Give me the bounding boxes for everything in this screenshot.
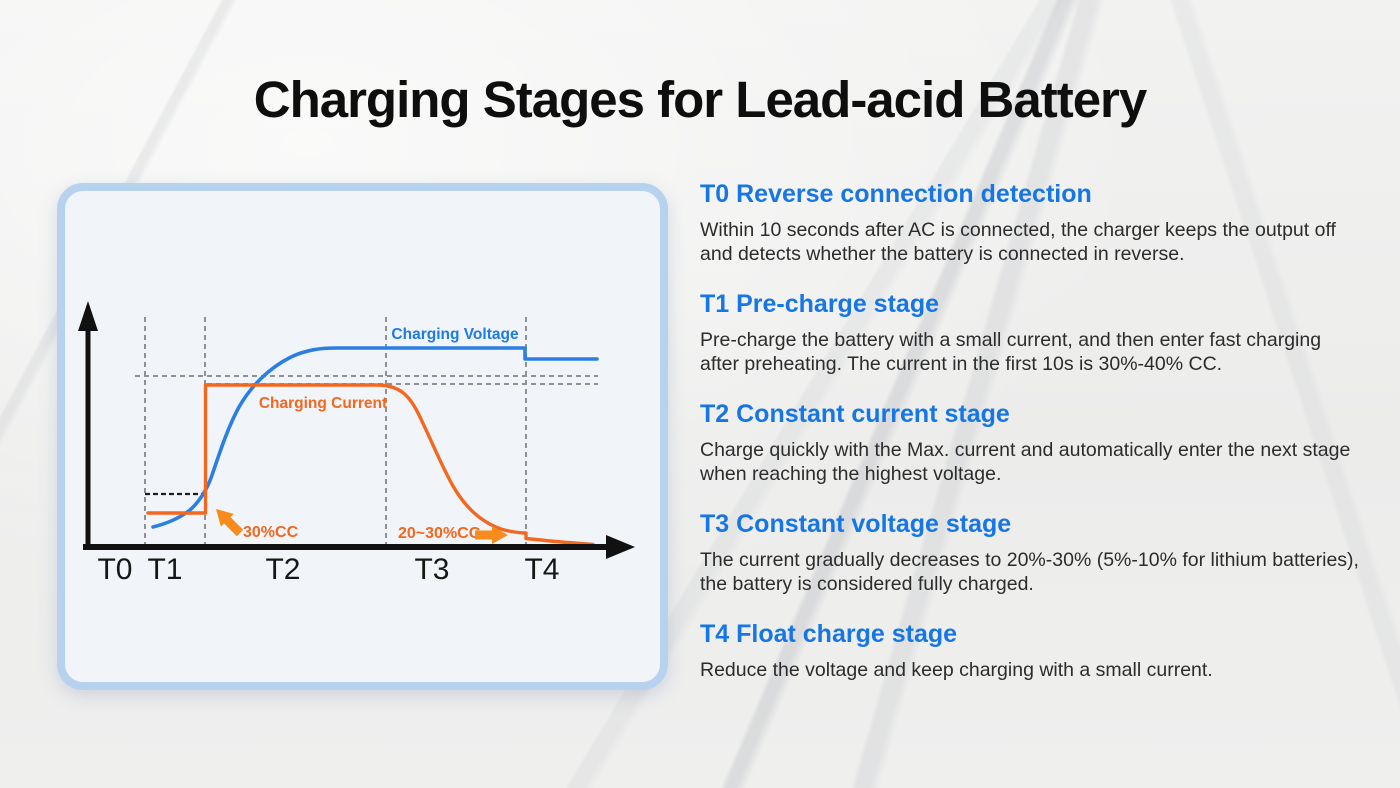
tick-t2: T2 xyxy=(265,553,300,586)
cc30-arrow-icon xyxy=(215,508,244,537)
charging-current-curve xyxy=(146,383,595,547)
tick-t3: T3 xyxy=(414,553,449,586)
charging-current-label: Charging Current xyxy=(259,395,387,412)
stage-t3-heading: T3 Constant voltage stage xyxy=(700,510,1012,538)
x-axis-arrowhead-icon xyxy=(606,535,635,559)
stage-t2: T2 Constant current stage Charge quickly… xyxy=(700,399,1360,486)
stage-descriptions: T0 Reverse connection detection Within 1… xyxy=(700,179,1360,705)
stage-t0-heading: T0 Reverse connection detection xyxy=(700,180,1092,208)
tick-t1: T1 xyxy=(147,553,182,586)
stage-t4: T4 Float charge stage Reduce the voltage… xyxy=(700,619,1360,682)
charging-voltage-curve xyxy=(151,346,599,529)
cc2030-arrow-icon xyxy=(475,526,508,544)
stage-t1: T1 Pre-charge stage Pre-charge the batte… xyxy=(700,289,1360,376)
stage-t2-body: Charge quickly with the Max. current and… xyxy=(700,439,1351,485)
stage-t4-body: Reduce the voltage and keep charging wit… xyxy=(700,659,1213,681)
cc2030-annotation: 20~30%CC xyxy=(398,525,481,542)
stage-t3-body: The current gradually decreases to 20%-3… xyxy=(700,549,1359,595)
stage-t4-heading: T4 Float charge stage xyxy=(700,620,958,648)
x-axis-ticks: T0 T1 T2 T3 T4 xyxy=(97,553,559,586)
stage-t2-heading: T2 Constant current stage xyxy=(700,400,1010,428)
axes xyxy=(78,301,635,559)
tick-t0: T0 xyxy=(97,553,132,586)
cc30-annotation: 30%CC xyxy=(243,524,299,541)
stage-t1-body: Pre-charge the battery with a small curr… xyxy=(700,329,1322,375)
y-axis-arrowhead-icon xyxy=(78,301,98,331)
charging-voltage-label: Charging Voltage xyxy=(391,326,519,343)
stage-t3: T3 Constant voltage stage The current gr… xyxy=(700,509,1360,596)
stage-t1-heading: T1 Pre-charge stage xyxy=(700,290,939,318)
tick-t4: T4 xyxy=(524,553,559,586)
stage-t0: T0 Reverse connection detection Within 1… xyxy=(700,179,1360,266)
chart-card: Charging Voltage Charging Current 30%CC … xyxy=(57,183,668,690)
charging-stages-chart: Charging Voltage Charging Current 30%CC … xyxy=(78,301,635,586)
page-title: Charging Stages for Lead-acid Battery xyxy=(253,71,1148,128)
stage-t0-body: Within 10 seconds after AC is connected,… xyxy=(700,219,1336,265)
